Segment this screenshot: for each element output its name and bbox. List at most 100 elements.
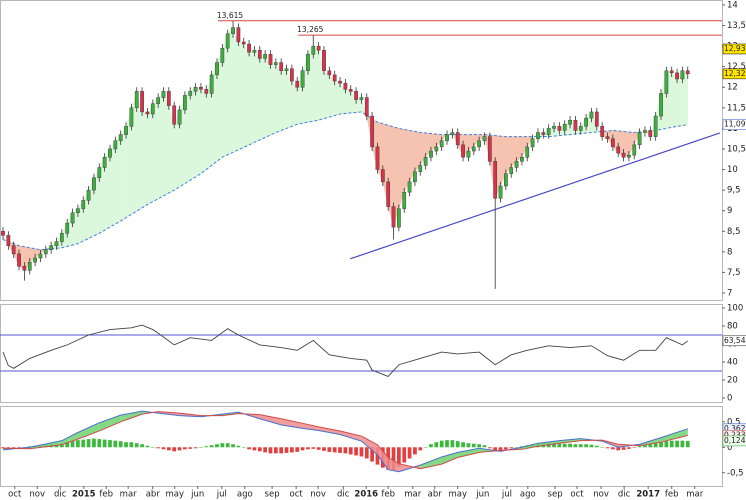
histogram-bar bbox=[664, 441, 669, 448]
y-tick-label: 9,5 bbox=[727, 186, 741, 196]
x-tick-label: ago bbox=[237, 490, 253, 500]
y-tick-label: 0,5 bbox=[727, 417, 741, 427]
histogram-bar bbox=[156, 447, 161, 449]
ma-fill bbox=[671, 72, 678, 128]
candle-body bbox=[279, 62, 284, 71]
candle-body bbox=[236, 27, 241, 43]
candle-body bbox=[493, 161, 498, 199]
candle-body bbox=[311, 45, 316, 55]
candle-body bbox=[605, 136, 610, 139]
candle-body bbox=[354, 91, 358, 100]
value-tag-label: 63,545 bbox=[724, 336, 746, 345]
y-tick-label: 80 bbox=[727, 321, 738, 331]
candle-body bbox=[664, 70, 669, 94]
x-tick-label: oct bbox=[8, 490, 22, 500]
candle-body bbox=[108, 148, 112, 158]
histogram-bar bbox=[445, 440, 449, 448]
rsi-line bbox=[2, 324, 689, 377]
candle-body bbox=[514, 161, 519, 168]
candle-body bbox=[434, 146, 439, 152]
histogram-bar bbox=[70, 441, 75, 448]
candle-body bbox=[215, 62, 219, 76]
ma-fill bbox=[190, 86, 196, 181]
x-tick-label: mar bbox=[404, 490, 421, 500]
histogram-bar bbox=[92, 438, 96, 448]
signal-line bbox=[2, 411, 688, 470]
candle-body bbox=[113, 140, 118, 150]
histogram-bar bbox=[124, 442, 128, 448]
macd-fill bbox=[281, 418, 303, 429]
ma-fill bbox=[270, 62, 277, 136]
candle-body bbox=[429, 150, 433, 158]
histogram-bar bbox=[209, 445, 214, 448]
macd-fill bbox=[559, 438, 581, 444]
histogram-bar bbox=[188, 447, 193, 449]
candle-body bbox=[204, 89, 209, 94]
moving-average bbox=[2, 111, 688, 251]
histogram-bar bbox=[102, 439, 107, 448]
candle-body bbox=[11, 245, 16, 255]
candle-body bbox=[199, 87, 203, 90]
histogram-bar bbox=[659, 442, 663, 448]
y-tick-label: 13,5 bbox=[727, 21, 746, 31]
macd-fill bbox=[99, 415, 121, 431]
histogram-bar bbox=[397, 447, 401, 467]
candle-body bbox=[611, 138, 615, 148]
candle-body bbox=[54, 241, 59, 246]
x-tick-label: feb bbox=[381, 490, 395, 500]
ma-fill bbox=[291, 80, 298, 127]
histogram-bar bbox=[204, 446, 209, 448]
histogram-bar bbox=[359, 447, 364, 457]
histogram-bar bbox=[402, 447, 407, 463]
candle-body bbox=[209, 74, 214, 94]
y-tick-label: -0,5 bbox=[727, 468, 744, 478]
candle-body bbox=[477, 140, 481, 148]
candle-body bbox=[97, 167, 102, 178]
x-tick-label: may bbox=[165, 490, 184, 500]
candle-body bbox=[172, 105, 177, 125]
histogram-bar bbox=[616, 447, 621, 451]
histogram-bar bbox=[338, 447, 342, 453]
histogram-bar bbox=[600, 447, 605, 448]
x-tick-label: feb bbox=[665, 490, 679, 500]
candle-body bbox=[450, 132, 455, 135]
candle-body bbox=[273, 62, 278, 65]
candle-body bbox=[86, 189, 91, 201]
macd-fill bbox=[377, 444, 389, 470]
candle-body bbox=[504, 173, 508, 187]
histogram-bar bbox=[632, 447, 637, 448]
candle-body bbox=[391, 206, 396, 228]
candle-body bbox=[129, 107, 134, 127]
candle-body bbox=[306, 54, 310, 71]
histogram-bar bbox=[193, 447, 198, 449]
histogram-bar bbox=[509, 447, 514, 449]
candle-body bbox=[568, 119, 572, 125]
candle-body bbox=[461, 144, 465, 158]
x-tick-label: jun bbox=[475, 490, 489, 500]
candle-body bbox=[295, 80, 300, 88]
y-tick-label: 7 bbox=[727, 289, 732, 299]
y-tick-label: 12 bbox=[727, 83, 738, 93]
candle-body bbox=[669, 70, 674, 74]
histogram-bar bbox=[546, 443, 551, 448]
histogram-bar bbox=[573, 444, 578, 448]
x-tick-label: sep bbox=[548, 490, 563, 500]
candle-body bbox=[370, 115, 374, 148]
candle-body bbox=[397, 208, 401, 228]
histogram-bar bbox=[76, 440, 80, 448]
candle-body bbox=[290, 68, 294, 82]
ma-fill bbox=[280, 68, 287, 131]
candle-body bbox=[193, 87, 198, 92]
histogram-bar bbox=[498, 447, 503, 451]
ma-fill bbox=[259, 53, 266, 141]
ma-fill bbox=[243, 43, 250, 148]
macd-fill bbox=[537, 440, 560, 447]
candle-body bbox=[43, 249, 48, 255]
histogram-bar bbox=[643, 445, 647, 448]
value-tag bbox=[722, 435, 746, 447]
histogram-bar bbox=[311, 447, 316, 449]
value-tag bbox=[722, 119, 746, 130]
y-tick-label: 0 bbox=[727, 394, 732, 404]
x-tick-label: 2016 bbox=[354, 490, 378, 500]
